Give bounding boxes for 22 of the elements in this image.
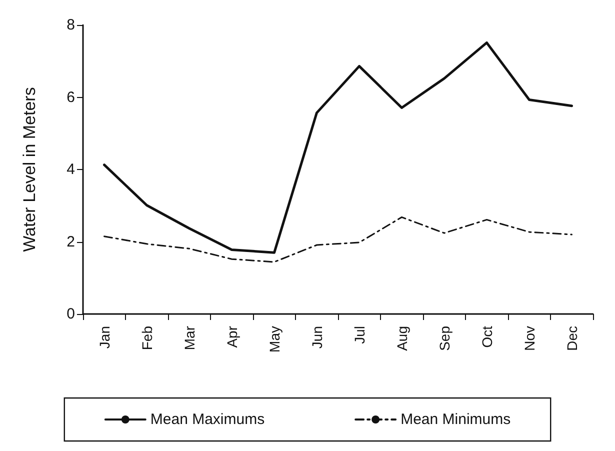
x-tick-label: May xyxy=(266,326,282,352)
x-tick-label: Apr xyxy=(224,326,240,348)
line-series xyxy=(104,216,572,263)
y-tick-label: 6 xyxy=(66,88,75,106)
y-axis-title: Water Level in Meters xyxy=(20,87,39,252)
legend-label: Mean Minimums xyxy=(400,411,511,428)
x-tick-label: Sep xyxy=(436,326,452,351)
x-tick-label: Jan xyxy=(96,326,112,349)
x-tick-label: Jul xyxy=(351,326,368,344)
y-tick-label: 2 xyxy=(66,233,75,250)
x-tick-label: Nov xyxy=(521,326,538,351)
line-series xyxy=(103,41,573,254)
x-tick-label: Feb xyxy=(138,326,155,350)
x-tick-label: Mar xyxy=(181,326,198,350)
x-tick-label: Jun xyxy=(308,326,325,349)
y-tick-label: 8 xyxy=(66,16,75,34)
y-tick-label: 0 xyxy=(66,306,75,322)
legend-label: Mean Maximums xyxy=(150,411,265,428)
y-tick-label: 4 xyxy=(66,161,75,178)
x-tick-label: Oct xyxy=(478,326,495,348)
x-tick-label: Dec xyxy=(564,326,580,351)
x-tick-label: Aug xyxy=(394,326,410,351)
